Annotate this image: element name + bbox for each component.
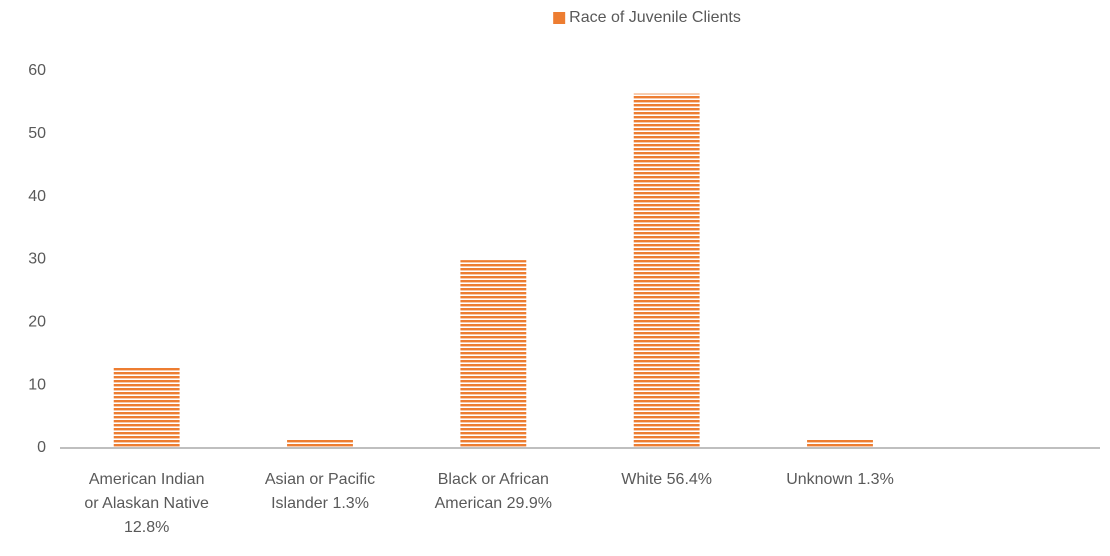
x-tick-label: White 56.4% — [621, 471, 713, 488]
legend-swatch — [553, 12, 566, 24]
y-tick-label: 20 — [28, 314, 46, 331]
bar — [113, 367, 180, 448]
y-tick-label: 50 — [28, 125, 46, 142]
y-tick-label: 60 — [28, 62, 46, 79]
x-tick-label: American Indian or Alaskan Native 12.8% — [84, 471, 209, 536]
bar — [807, 439, 873, 448]
bar — [460, 260, 527, 448]
y-tick-label: 10 — [28, 376, 46, 393]
x-tick-label: Unknown 1.3% — [786, 471, 894, 488]
bar — [287, 439, 353, 448]
bar — [633, 93, 700, 449]
y-tick-label: 0 — [37, 439, 46, 456]
y-tick-label: 30 — [28, 251, 46, 268]
legend-label: Race of Juvenile Clients — [569, 9, 741, 26]
y-tick-label: 40 — [28, 188, 46, 205]
x-tick-label: Asian or Pacific Islander 1.3% — [264, 471, 376, 512]
x-tick-label: Black or African American 29.9% — [434, 471, 553, 512]
